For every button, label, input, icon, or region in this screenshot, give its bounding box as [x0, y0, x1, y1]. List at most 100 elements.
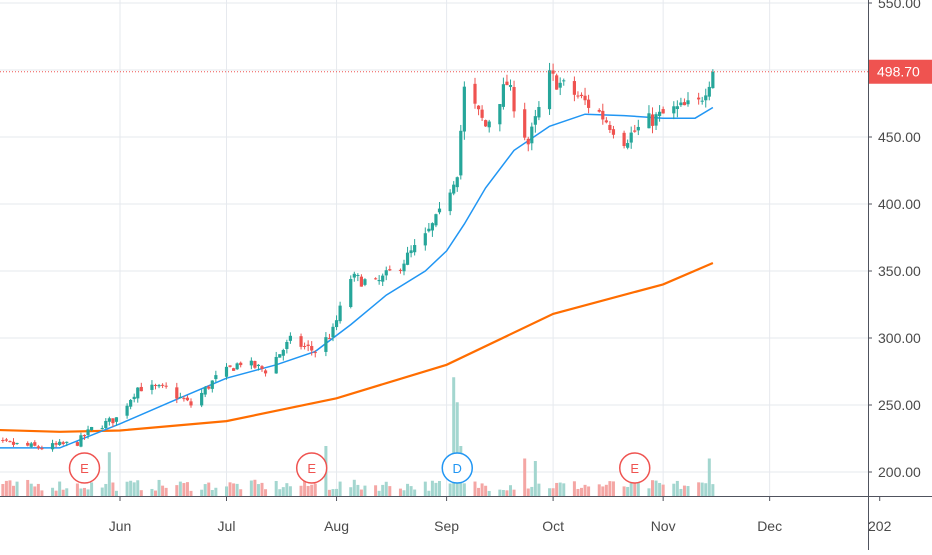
candle-body	[334, 320, 339, 328]
candle	[633, 124, 637, 133]
candle	[214, 370, 218, 383]
candle	[398, 268, 403, 274]
candle-body	[235, 363, 239, 370]
candle-body	[359, 276, 363, 287]
candle-body	[90, 426, 94, 431]
volume-bar	[132, 482, 136, 496]
candle	[281, 348, 285, 361]
volume-bar	[530, 486, 534, 496]
time-tick-label: Sep	[434, 518, 459, 534]
candle	[455, 176, 459, 192]
candle	[572, 76, 576, 102]
candle-body	[157, 385, 161, 387]
candle	[111, 418, 115, 428]
ma-short-line	[0, 106, 714, 449]
volume-bar	[232, 483, 236, 496]
candle-body	[654, 114, 658, 126]
candle-body	[260, 366, 264, 369]
candle-body	[381, 275, 385, 282]
volume-bar	[214, 487, 218, 496]
candle-body	[462, 86, 466, 132]
volume-bar	[572, 481, 576, 496]
candle	[175, 382, 179, 404]
volume-bar	[175, 485, 179, 496]
volume-bar	[484, 485, 488, 496]
event-marker[interactable]: E	[68, 452, 101, 484]
candle	[374, 277, 378, 280]
volume-bar	[61, 489, 65, 496]
volume-bar	[611, 481, 615, 496]
price-tick-label: 400.00	[878, 196, 921, 212]
candle	[682, 98, 687, 106]
candle-body	[452, 184, 456, 194]
volume-bar	[86, 489, 90, 496]
volume-bar	[29, 483, 33, 496]
candle-body	[526, 138, 530, 145]
event-marker[interactable]: D	[441, 452, 473, 484]
volume-bar	[455, 402, 459, 496]
event-marker[interactable]: E	[619, 452, 651, 484]
volume-bar	[398, 488, 402, 496]
event-marker-circle	[619, 452, 651, 484]
price-tick-label: 550.00	[878, 0, 921, 11]
candle	[679, 97, 683, 107]
candle-body	[352, 273, 356, 278]
volume-bar	[381, 484, 385, 496]
candle	[658, 105, 662, 122]
candle-body	[150, 384, 154, 390]
candle	[15, 442, 19, 445]
volume-bar	[406, 483, 410, 496]
volume-bar	[658, 482, 662, 496]
event-marker-label: E	[630, 461, 639, 476]
candle-body	[547, 70, 552, 110]
candle	[459, 124, 463, 180]
candle	[182, 395, 186, 402]
ma-long-line	[0, 261, 714, 433]
candle-body	[508, 85, 513, 87]
volume-bar	[438, 480, 441, 496]
volume-bar	[548, 488, 552, 496]
candle	[405, 246, 410, 266]
candle-body	[430, 223, 434, 231]
event-marker[interactable]: E	[295, 452, 328, 484]
volume-bar	[303, 479, 307, 496]
candle-body	[139, 386, 143, 392]
candle-body	[164, 385, 168, 387]
candle	[11, 438, 16, 448]
volume-bar	[125, 481, 129, 496]
volume-bar	[409, 486, 413, 496]
candle	[480, 105, 484, 122]
candle	[562, 78, 566, 86]
volume-bar	[711, 484, 715, 496]
volume-bar	[601, 486, 605, 496]
candle-body	[672, 106, 676, 114]
candle	[253, 360, 257, 369]
time-axis-bg	[0, 496, 932, 550]
candle-body	[523, 109, 527, 138]
candle	[484, 119, 488, 128]
candle	[303, 342, 307, 350]
candle	[153, 383, 158, 390]
volume-bar	[12, 485, 15, 496]
candle	[505, 74, 509, 86]
volume-bar	[704, 483, 708, 496]
volume-bar	[107, 452, 111, 496]
volume-bar	[157, 479, 161, 496]
candle-body	[604, 120, 608, 123]
candle-body	[75, 442, 79, 446]
time-tick-label: Oct	[542, 518, 564, 534]
candle	[476, 105, 481, 116]
candle	[448, 189, 452, 216]
candle-body	[473, 83, 477, 104]
candle	[707, 81, 711, 101]
candle	[189, 398, 193, 408]
candle	[327, 333, 332, 340]
candle-body	[562, 80, 566, 82]
volume-bar	[352, 479, 356, 496]
volume-bar	[200, 489, 204, 496]
candle	[200, 389, 204, 408]
